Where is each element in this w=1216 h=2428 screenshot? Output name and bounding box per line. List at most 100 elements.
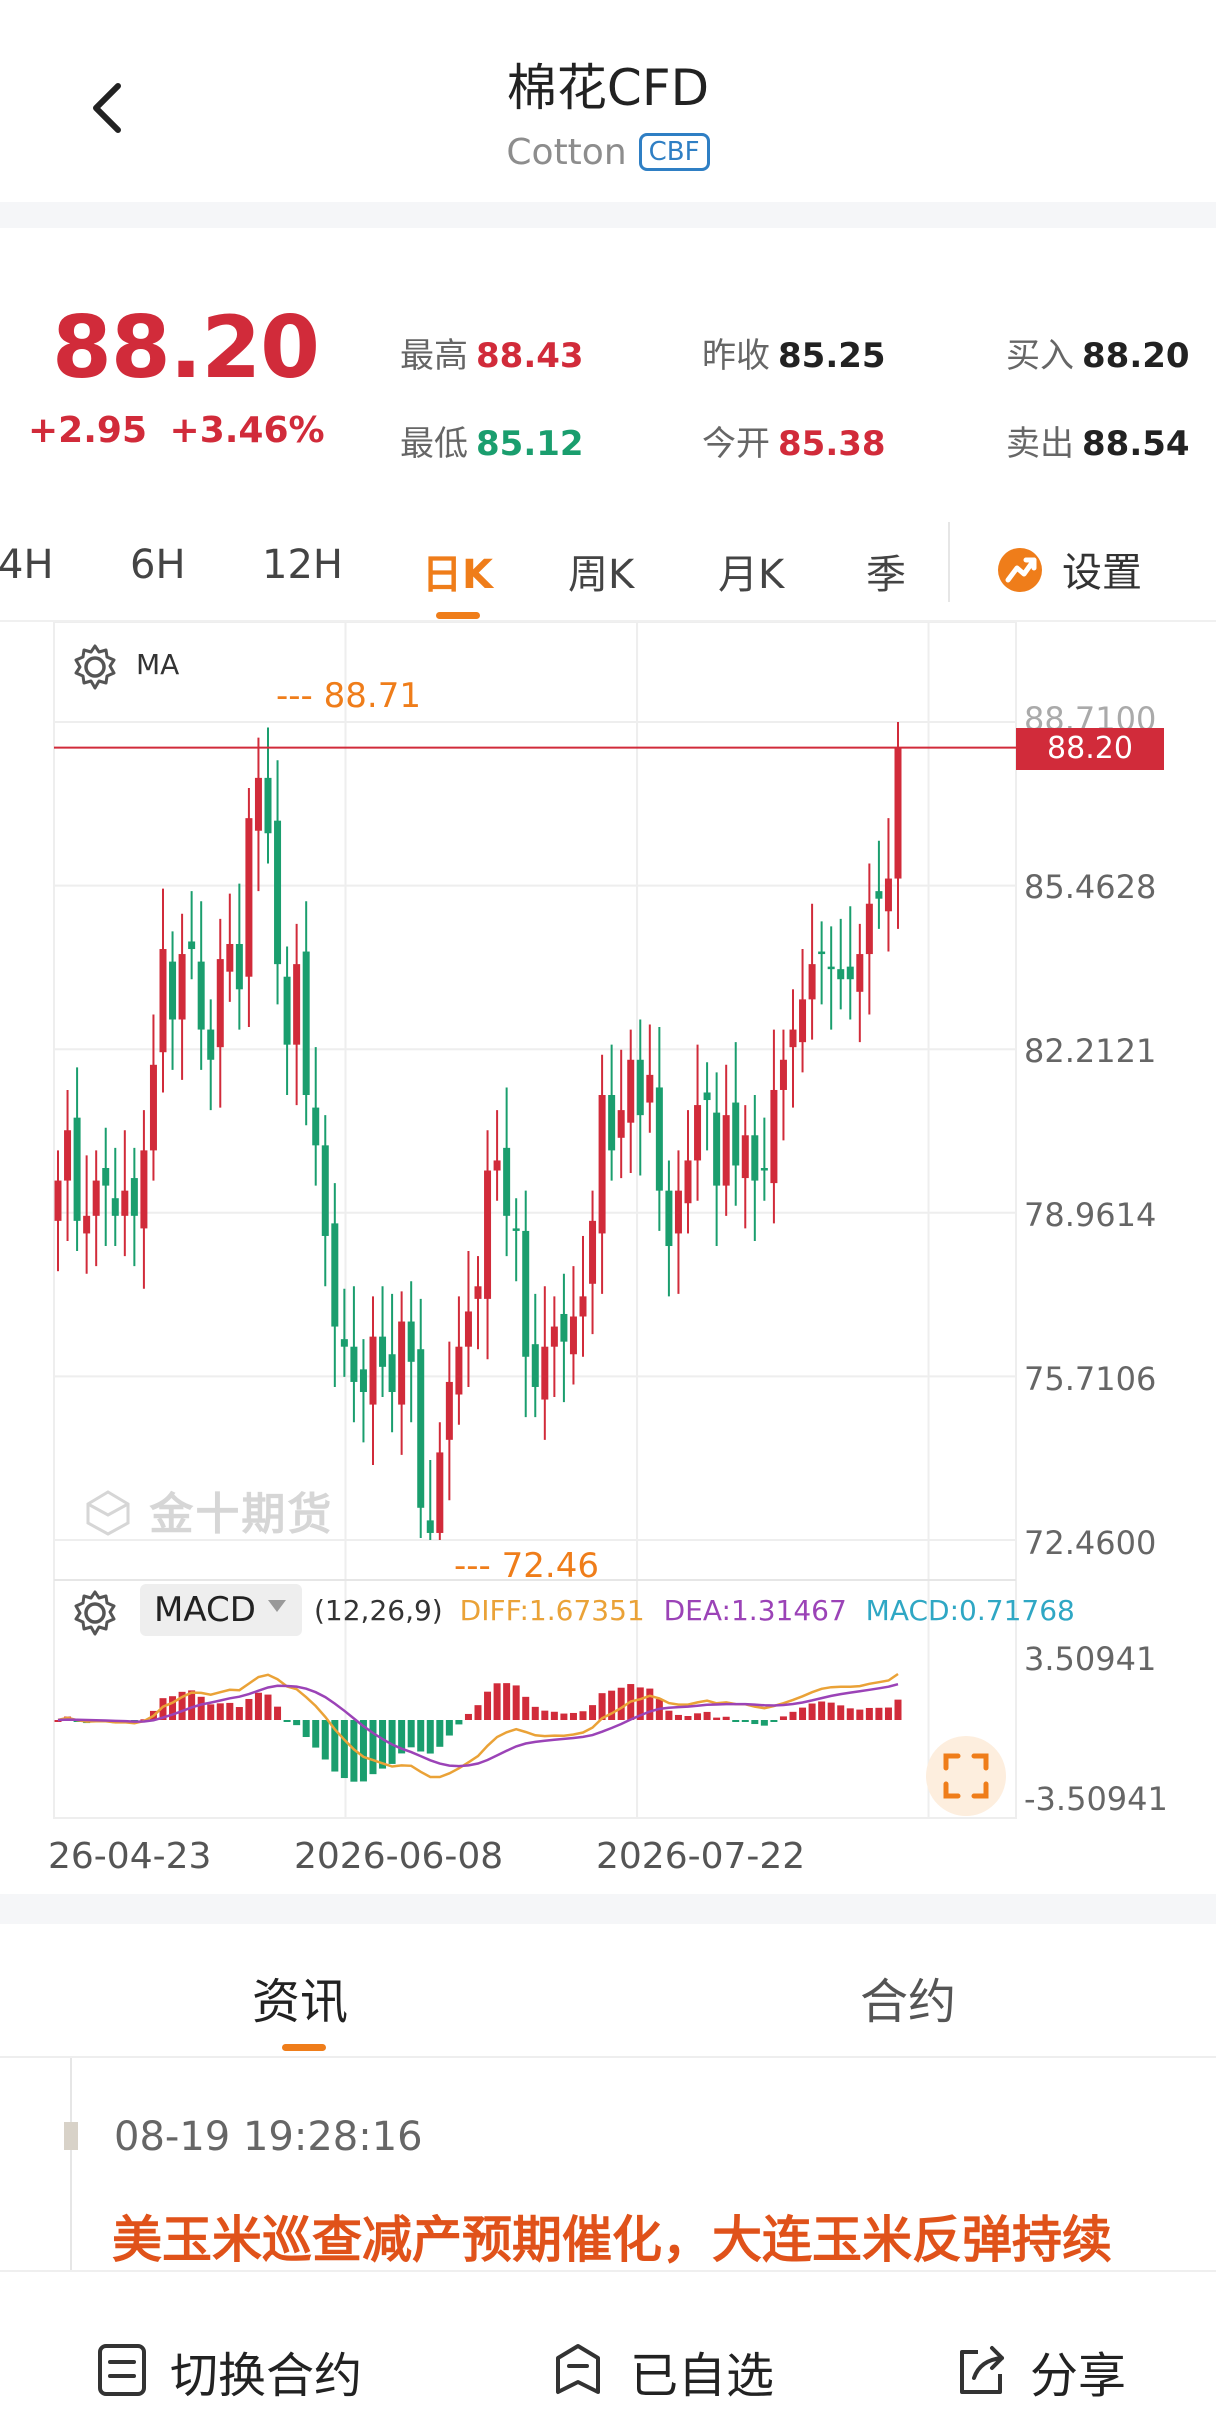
y-axis-label: 85.4628	[1024, 868, 1157, 906]
y-axis-label: 78.9614	[1024, 1196, 1157, 1234]
macd-bar	[741, 1720, 749, 1722]
tab-6h[interactable]: 6H	[130, 542, 186, 588]
exchange-badge: CBF	[638, 133, 710, 171]
tab-news[interactable]: 资讯	[252, 1974, 349, 2030]
fullscreen-button[interactable]	[926, 1736, 1006, 1816]
low-stat: 最低 85.12	[400, 416, 584, 465]
price-change: +2.95 +3.46%	[28, 410, 325, 451]
candle	[865, 903, 873, 955]
candle	[703, 1092, 711, 1101]
tab-quarterly[interactable]: 季	[866, 552, 906, 598]
macd-bar	[245, 1698, 253, 1720]
macd-bar	[274, 1706, 282, 1720]
candle	[350, 1346, 358, 1382]
macd-bar	[178, 1691, 186, 1720]
candle	[846, 966, 854, 980]
gear-icon[interactable]	[70, 1588, 120, 1638]
candle	[274, 820, 282, 965]
macd-bar	[169, 1696, 177, 1720]
candle	[550, 1326, 558, 1347]
watermark: 金十期货	[84, 1478, 333, 1542]
candle	[388, 1354, 396, 1393]
macd-bar	[674, 1714, 682, 1720]
macd-bar	[617, 1687, 625, 1720]
macd-indicator-select[interactable]: MACD	[140, 1584, 302, 1636]
candle	[646, 1074, 654, 1103]
tab-monthly[interactable]: 月K	[718, 552, 785, 598]
back-arrow-icon[interactable]	[78, 78, 138, 138]
fullscreen-icon	[943, 1753, 989, 1799]
settings-button[interactable]: 设置	[1062, 550, 1142, 596]
macd-bar	[54, 1720, 62, 1722]
macd-bar	[503, 1683, 511, 1720]
macd-bar	[579, 1711, 587, 1720]
macd-bar	[379, 1720, 387, 1769]
macd-bar	[665, 1710, 673, 1720]
tab-divider	[948, 522, 950, 602]
bid-stat: 买入 88.20	[1006, 328, 1190, 377]
candle	[159, 949, 167, 1053]
candle	[398, 1321, 406, 1405]
low-marker-value: 72.46	[501, 1546, 599, 1586]
macd-bar	[283, 1720, 291, 1722]
candlestick-chart[interactable]	[0, 622, 1216, 1894]
candle	[655, 1087, 663, 1191]
ma-indicator-label[interactable]: MA	[136, 648, 180, 681]
candle	[799, 999, 807, 1043]
macd-bar	[226, 1702, 234, 1720]
macd-bar	[569, 1712, 577, 1720]
section-divider	[0, 1894, 1216, 1924]
macd-y-label: -3.50941	[1024, 1780, 1168, 1818]
watchlist-button[interactable]: 已自选	[630, 2348, 775, 2404]
macd-bar	[608, 1690, 616, 1720]
candle	[779, 1059, 787, 1090]
macd-bar	[512, 1685, 520, 1720]
macd-bar	[436, 1720, 444, 1747]
settings-icon[interactable]	[996, 540, 1046, 600]
candle	[64, 1130, 72, 1181]
tab-4h[interactable]: 4H	[0, 542, 54, 588]
share-icon[interactable]	[954, 2342, 1008, 2398]
candle	[484, 1170, 492, 1299]
share-button[interactable]: 分享	[1030, 2348, 1127, 2404]
candle	[512, 1228, 520, 1231]
news-headline[interactable]: 美玉米巡查减产预期催化，大连玉米反弹持续	[112, 2210, 1112, 2269]
candle	[92, 1180, 100, 1216]
candle	[827, 966, 835, 970]
gear-icon[interactable]	[70, 642, 120, 692]
candle	[293, 964, 301, 1045]
candle	[264, 777, 272, 834]
macd-bar	[799, 1707, 807, 1720]
low-value: 85.12	[476, 424, 584, 464]
macd-bar	[522, 1696, 530, 1720]
tab-daily[interactable]: 日K	[422, 552, 493, 598]
macd-bar	[455, 1720, 463, 1725]
tab-weekly[interactable]: 周K	[568, 552, 635, 598]
macd-dea: DEA:1.31467	[663, 1594, 847, 1627]
candle	[875, 891, 883, 899]
tab-contract[interactable]: 合约	[860, 1974, 957, 2030]
tab-12h[interactable]: 12H	[262, 542, 343, 588]
watchlist-icon[interactable]	[552, 2342, 604, 2398]
open-value: 85.38	[778, 424, 886, 464]
candle	[216, 959, 224, 1048]
ask-label: 卖出	[1006, 424, 1074, 464]
news-timestamp: 08-19 19:28:16	[114, 2114, 423, 2160]
current-price-tag: 88.20	[1016, 728, 1164, 770]
candle	[102, 1167, 110, 1186]
macd-y-label: 3.50941	[1024, 1640, 1157, 1678]
candle	[54, 1180, 62, 1221]
macd-bar	[254, 1692, 262, 1720]
candle	[732, 1102, 740, 1166]
candle	[359, 1369, 367, 1393]
macd-bar	[541, 1710, 549, 1720]
macd-bar	[340, 1720, 348, 1779]
macd-bar	[684, 1716, 692, 1720]
macd-bar	[589, 1705, 597, 1720]
macd-bar	[722, 1716, 730, 1720]
x-axis-label: 2026-07-22	[596, 1836, 806, 1877]
switch-contract-button[interactable]: 切换合约	[170, 2348, 363, 2404]
switch-contract-icon[interactable]	[96, 2342, 148, 2398]
candle	[197, 961, 205, 1030]
candle	[751, 1135, 759, 1181]
